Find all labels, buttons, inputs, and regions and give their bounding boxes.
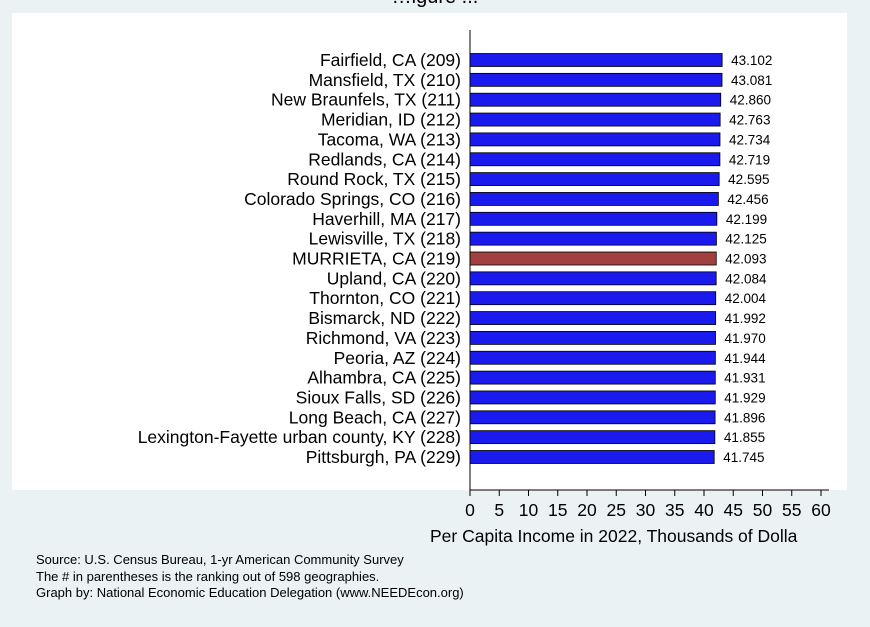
bar — [469, 350, 716, 365]
value-label: 42.763 — [729, 113, 770, 128]
category-label: Upland, CA (220) — [327, 268, 461, 288]
category-label: Redlands, CA (214) — [308, 149, 461, 169]
value-label: 41.896 — [724, 410, 765, 425]
value-label: 42.125 — [725, 232, 766, 247]
value-label: 42.084 — [725, 271, 767, 286]
x-axis-title: Per Capita Income in 2022, Thousands of … — [430, 526, 798, 546]
category-label: Pittsburgh, PA (229) — [306, 447, 461, 467]
value-label: 42.734 — [729, 132, 771, 147]
x-tick-label: 55 — [782, 500, 801, 520]
bar — [469, 152, 721, 167]
category-label: Meridian, ID (212) — [321, 110, 461, 130]
bar — [469, 211, 718, 226]
value-label: 41.944 — [724, 351, 766, 366]
value-label: 42.719 — [729, 152, 770, 167]
value-label: 42.860 — [730, 93, 771, 108]
chart-title: …igure ... — [0, 0, 870, 9]
bar — [469, 450, 715, 464]
x-tick-label: 20 — [577, 500, 597, 520]
bar — [469, 271, 717, 286]
bar — [469, 370, 716, 385]
category-label: Alhambra, CA (225) — [307, 368, 461, 388]
x-tick-label: 30 — [636, 500, 656, 520]
category-label: Mansfield, TX (210) — [309, 70, 461, 90]
category-label: Lewisville, TX (218) — [309, 229, 461, 249]
x-tick-label: 40 — [694, 500, 714, 520]
value-label: 41.931 — [724, 371, 765, 386]
bar — [469, 53, 723, 67]
category-label: Thornton, CO (221) — [309, 288, 461, 308]
chart-notes: Source: U.S. Census Bureau, 1-yr America… — [36, 552, 464, 602]
category-label: Peoria, AZ (224) — [334, 348, 461, 368]
x-tick-label: 35 — [665, 500, 684, 520]
value-label: 42.595 — [728, 172, 769, 187]
bar — [469, 311, 717, 325]
x-tick-label: 25 — [607, 500, 626, 520]
x-tick-label: 60 — [811, 500, 831, 520]
ranking-note: The # in parentheses is the ranking out … — [36, 568, 380, 584]
value-label: 43.102 — [731, 53, 772, 68]
value-label: 42.004 — [725, 291, 767, 306]
x-tick-label: 50 — [753, 500, 773, 520]
x-tick-label: 5 — [494, 500, 504, 520]
value-label: 41.855 — [724, 430, 765, 445]
value-label: 41.992 — [725, 311, 766, 326]
bars-group: Fairfield, CA (209) 43.102 Mansfield, TX (… — [138, 50, 773, 467]
x-axis: 0 5 10 15 20 25 30 35 40 45 50 55 60 Per Capita Incom… — [430, 30, 831, 546]
value-label: 41.929 — [724, 390, 765, 405]
bar — [469, 291, 717, 306]
category-label: MURRIETA, CA (219) — [292, 249, 461, 269]
bar — [469, 330, 716, 345]
bar — [469, 92, 722, 107]
bar — [469, 251, 717, 266]
x-tick-label: 45 — [724, 500, 743, 520]
category-label: Sioux Falls, SD (226) — [296, 387, 461, 407]
value-label: 42.456 — [727, 192, 768, 207]
credit-note: Graph by: National Economic Education De… — [36, 585, 464, 600]
category-label: Lexington-Fayette urban county, KY (228) — [138, 427, 461, 447]
category-label: Round Rock, TX (215) — [287, 169, 461, 189]
category-label: Haverhill, MA (217) — [312, 209, 461, 229]
bar — [469, 410, 716, 425]
x-tick-label: 15 — [548, 500, 567, 520]
bar — [469, 132, 721, 147]
x-tick-label: 0 — [465, 500, 475, 520]
bar — [469, 112, 721, 127]
category-label: Bismarck, ND (222) — [308, 308, 461, 328]
category-label: Fairfield, CA (209) — [320, 50, 461, 70]
source-note: Source: U.S. Census Bureau, 1-yr America… — [36, 552, 404, 567]
bar — [469, 72, 723, 87]
category-label: Richmond, VA (223) — [306, 328, 461, 348]
bar — [469, 192, 719, 206]
value-label: 42.093 — [725, 252, 766, 267]
value-label: 41.745 — [723, 450, 764, 465]
x-tick-label: 10 — [519, 500, 539, 520]
bar — [469, 390, 716, 405]
value-label: 43.081 — [731, 73, 772, 88]
category-label: Long Beach, CA (227) — [289, 407, 461, 427]
value-label: 42.199 — [726, 212, 767, 227]
bar — [469, 430, 716, 445]
category-label: Colorado Springs, CO (216) — [244, 189, 461, 209]
category-label: Tacoma, WA (213) — [318, 129, 461, 149]
bar — [469, 172, 720, 187]
category-label: New Braunfels, TX (211) — [271, 90, 461, 110]
bar — [469, 231, 717, 246]
value-label: 41.970 — [725, 331, 766, 346]
